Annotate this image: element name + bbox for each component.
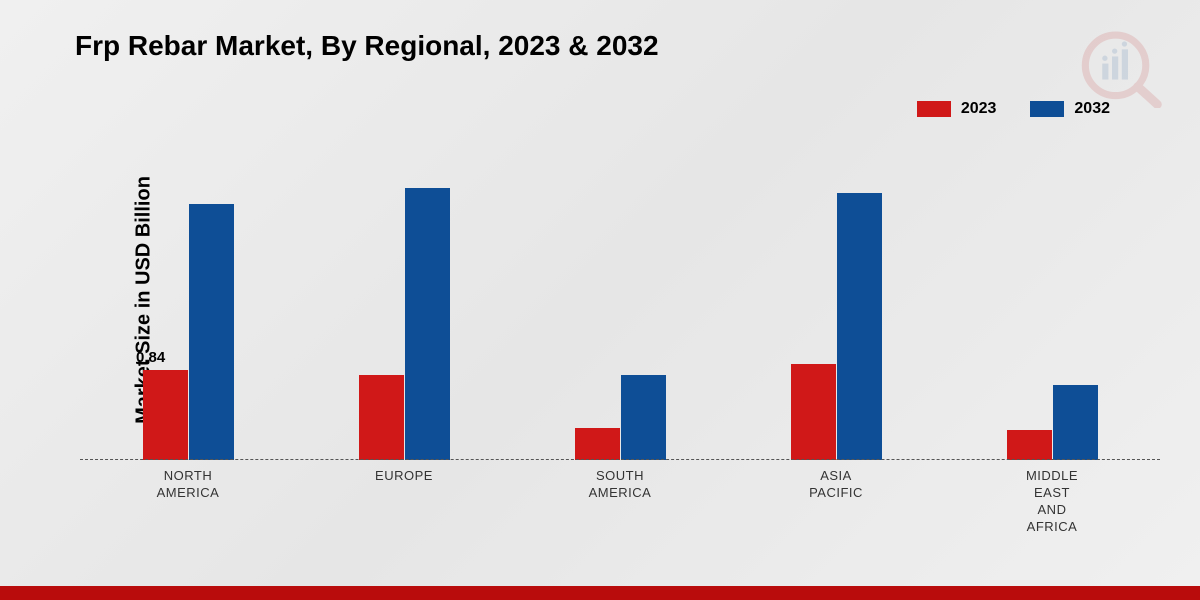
bar-group-sa: [550, 375, 690, 460]
bar-2023-na: [143, 370, 188, 460]
bar-2023-sa: [575, 428, 620, 460]
bar-2032-ap: [837, 193, 882, 460]
x-label-mea: MIDDLEEASTANDAFRICA: [982, 468, 1122, 536]
legend-item-2023: 2023: [917, 100, 997, 118]
bar-group-ap: [766, 193, 906, 460]
watermark-logo: [1075, 28, 1165, 108]
bar-2023-ap: [791, 364, 836, 460]
bar-group-mea: [982, 385, 1122, 460]
legend-label-2023: 2023: [961, 100, 997, 118]
legend-swatch-2023: [917, 101, 951, 117]
bar-2032-eu: [405, 188, 450, 460]
legend: 2023 2032: [917, 100, 1110, 118]
footer-bar: [0, 586, 1200, 600]
bar-group-na: 0.84: [118, 204, 258, 460]
bar-2032-sa: [621, 375, 666, 460]
chart-title: Frp Rebar Market, By Regional, 2023 & 20…: [75, 30, 659, 62]
bar-2032-mea: [1053, 385, 1098, 460]
legend-swatch-2032: [1030, 101, 1064, 117]
x-label-eu: EUROPE: [334, 468, 474, 536]
bar-2023-eu: [359, 375, 404, 460]
x-label-ap: ASIAPACIFIC: [766, 468, 906, 536]
x-axis-baseline: [80, 459, 1160, 460]
legend-label-2032: 2032: [1074, 100, 1110, 118]
x-label-sa: SOUTHAMERICA: [550, 468, 690, 536]
bar-group-eu: [334, 188, 474, 460]
bar-value-label-na: 0.84: [136, 349, 165, 366]
bar-groups: 0.84: [80, 140, 1160, 460]
bar-2023-mea: [1007, 430, 1052, 460]
x-axis-labels: NORTHAMERICA EUROPE SOUTHAMERICA ASIAPACIFI…: [80, 468, 1160, 536]
legend-item-2032: 2032: [1030, 100, 1110, 118]
plot-area: 0.84: [80, 140, 1160, 460]
x-label-na: NORTHAMERICA: [118, 468, 258, 536]
bar-2032-na: [189, 204, 234, 460]
